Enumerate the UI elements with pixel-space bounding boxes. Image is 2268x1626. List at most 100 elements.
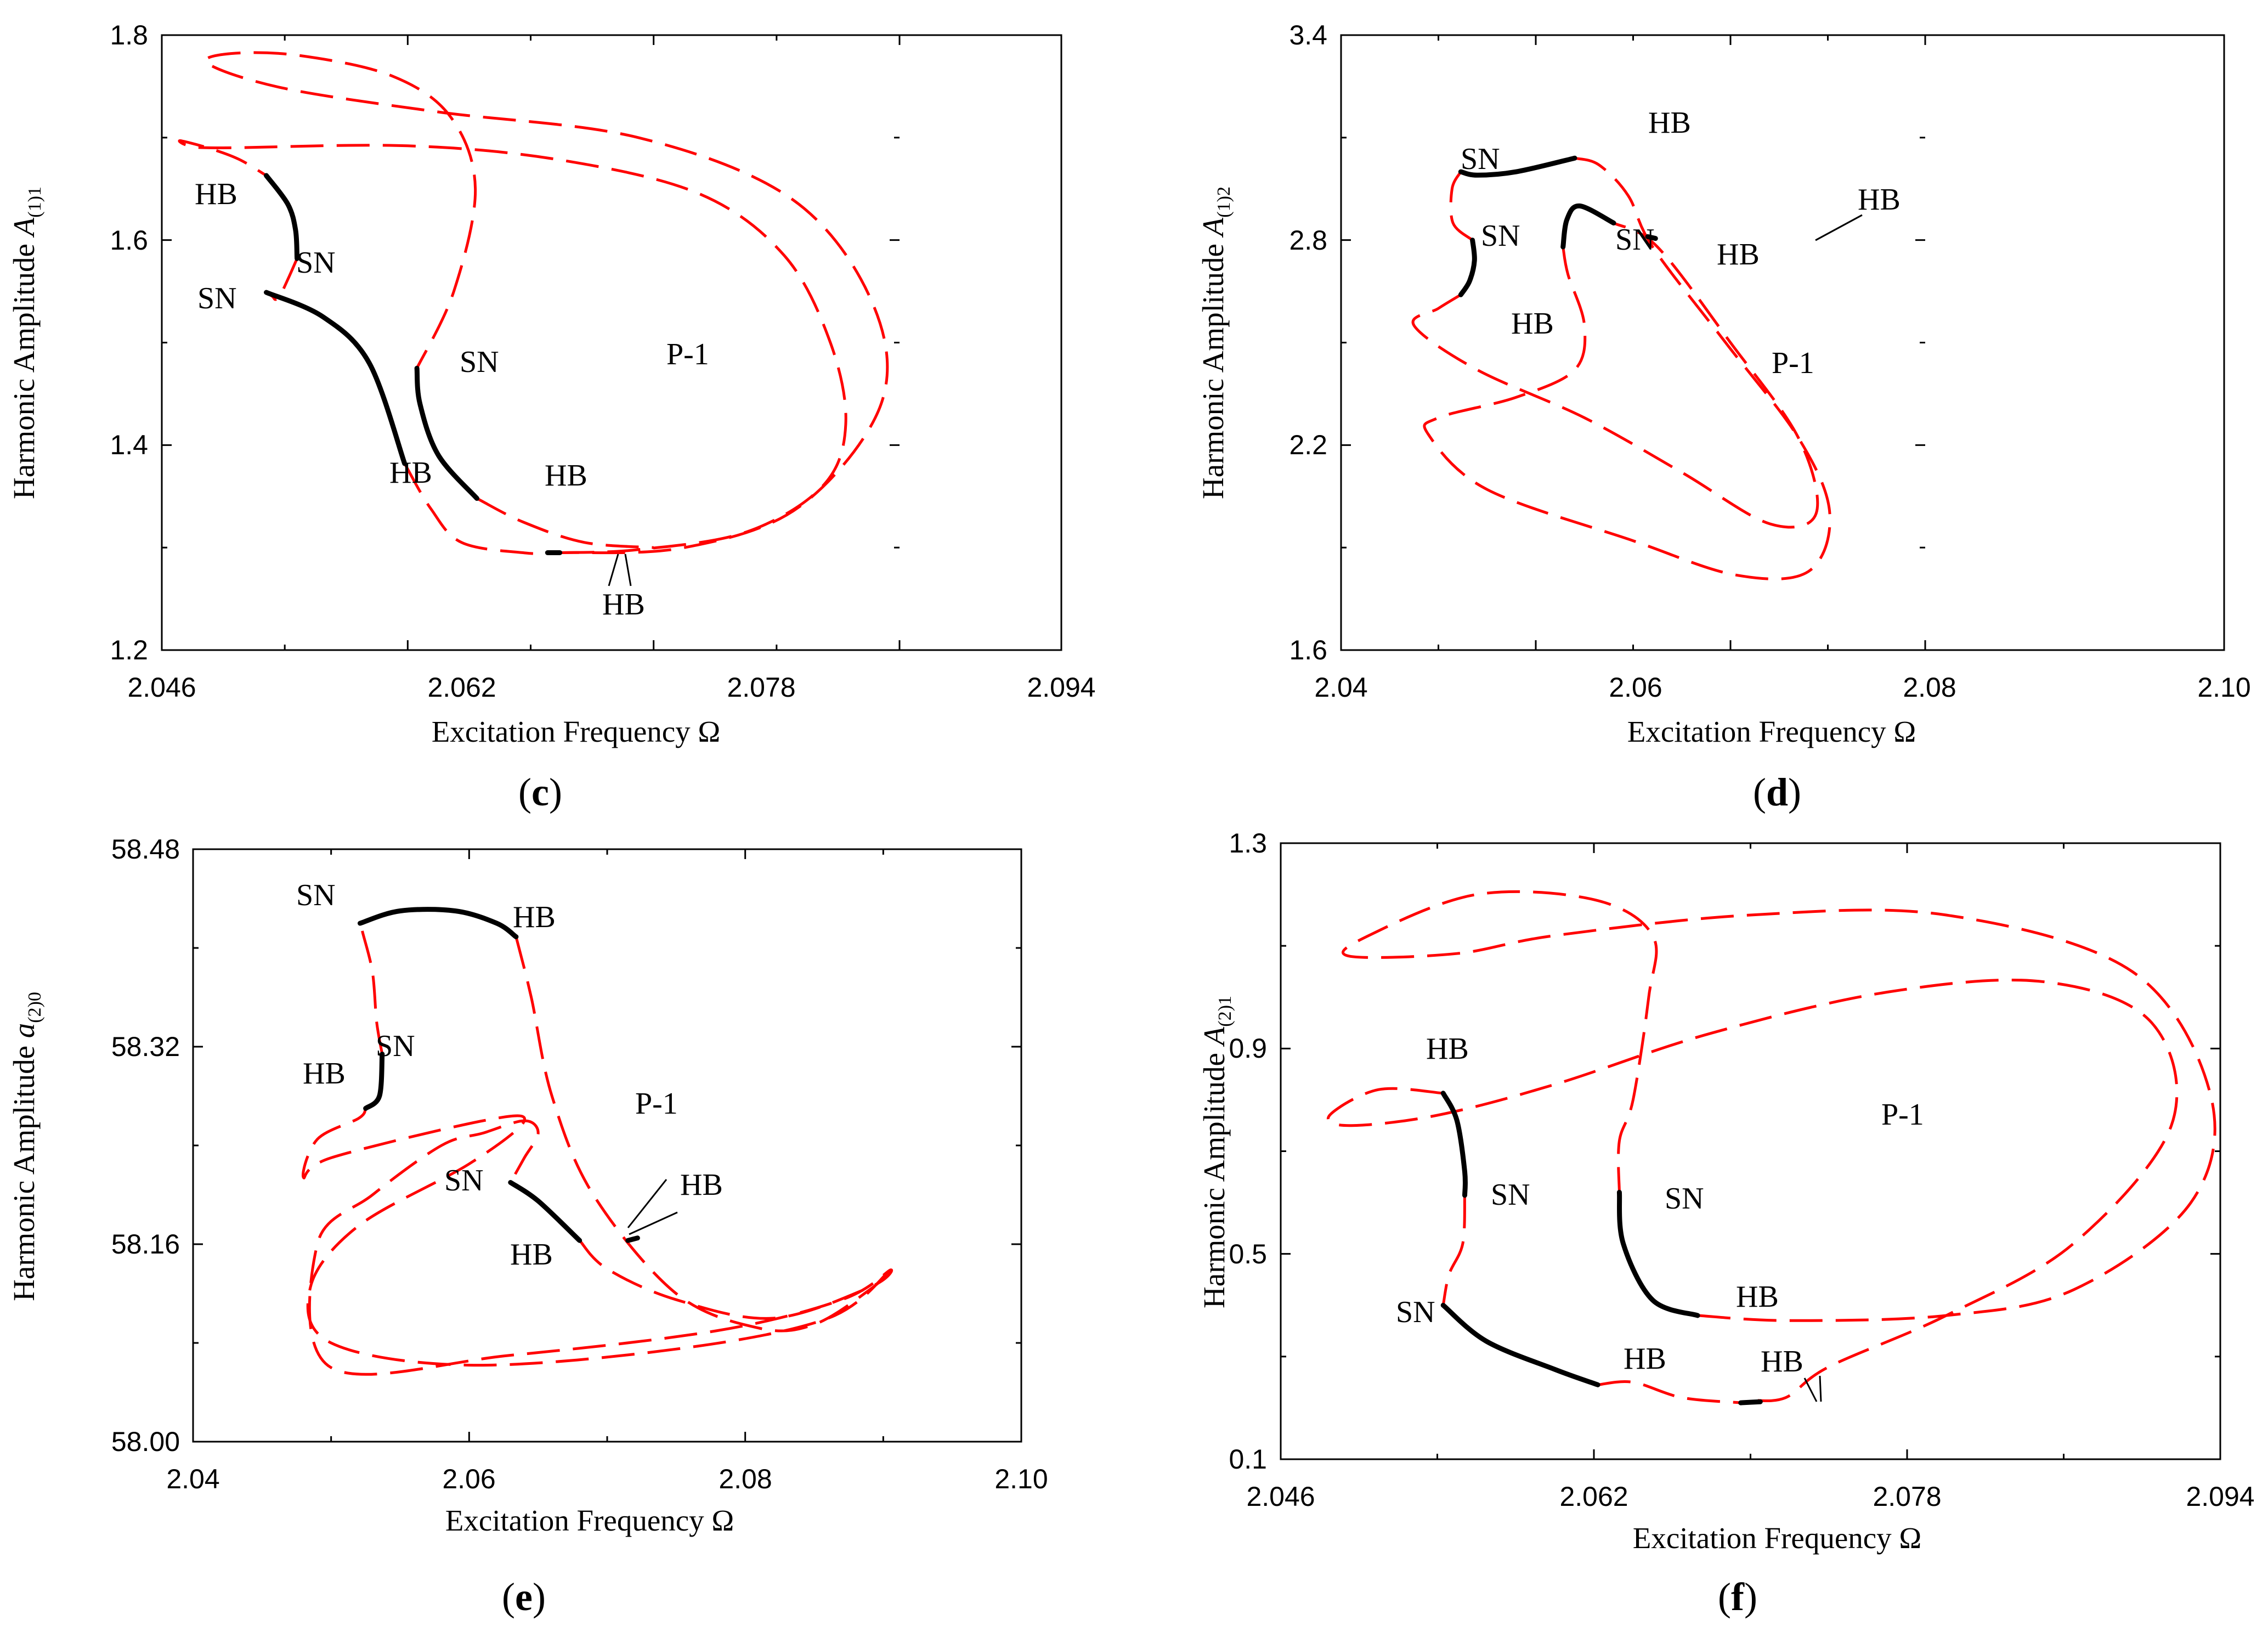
panel-caption-letter: f bbox=[1731, 1575, 1745, 1619]
y-tick-label: 3.4 bbox=[1289, 20, 1327, 50]
stable-branch bbox=[1560, 203, 1616, 250]
y-axis-title: Harmonic Amplitude A(2)1 bbox=[1197, 996, 1235, 1308]
stable-branch bbox=[1440, 1302, 1600, 1387]
bifurcation-label: HB bbox=[389, 456, 432, 490]
unstable-branch bbox=[308, 1119, 893, 1376]
y-axis-title-main: Harmonic Amplitude bbox=[1197, 1045, 1231, 1308]
x-tick-label: 2.08 bbox=[719, 1464, 772, 1494]
panel-caption-letter: e bbox=[515, 1575, 533, 1619]
bifurcation-label: SN bbox=[1461, 142, 1500, 176]
annotation-arrow bbox=[1803, 1377, 1818, 1402]
y-tick-label: 1.3 bbox=[1229, 828, 1267, 859]
annotation-arrow bbox=[629, 1211, 678, 1235]
axis-ticks bbox=[1280, 842, 2221, 1460]
x-axis-title: Excitation Frequency Ω bbox=[432, 715, 721, 748]
x-axis-title: Excitation Frequency Ω bbox=[1627, 715, 1916, 748]
x-axis-title: Excitation Frequency Ω bbox=[1633, 1521, 1922, 1555]
y-axis-title-var: A bbox=[1197, 1026, 1231, 1047]
panel-caption: (c) bbox=[518, 770, 562, 814]
unstable-branch bbox=[1423, 156, 1831, 580]
bifurcation-label: HB bbox=[680, 1168, 723, 1202]
curves bbox=[1326, 890, 2216, 1405]
y-axis-title-var: A bbox=[7, 217, 41, 238]
bifurcation-label: SN bbox=[1615, 223, 1655, 257]
unstable-branch bbox=[302, 936, 893, 1367]
bifurcation-label: HB bbox=[513, 900, 556, 934]
y-axis-title: Harmonic Amplitude A(1)2 bbox=[1196, 187, 1234, 499]
bifurcation-label: SN bbox=[1491, 1178, 1530, 1212]
y-tick-label: 58.16 bbox=[111, 1229, 180, 1260]
y-axis-title-sub: (1)2 bbox=[1214, 187, 1234, 218]
stable-branch bbox=[414, 365, 479, 501]
bifurcation-label: HB bbox=[1648, 106, 1691, 140]
bifurcation-label: HB bbox=[303, 1057, 346, 1091]
panel-caption: (e) bbox=[502, 1575, 546, 1619]
region-label: P-1 bbox=[1881, 1098, 1924, 1132]
y-axis-title-var: a bbox=[7, 1023, 41, 1038]
stable-branch bbox=[625, 1235, 640, 1243]
bifurcation-label: HB bbox=[1858, 183, 1901, 217]
curves bbox=[1411, 155, 1831, 580]
axis-ticks bbox=[161, 34, 901, 651]
y-axis-title-main: Harmonic Amplitude bbox=[1196, 236, 1230, 499]
y-tick-label: 1.6 bbox=[110, 225, 148, 256]
bifurcation-label: HB bbox=[1624, 1342, 1666, 1376]
y-axis-title-sub: (2)1 bbox=[1215, 996, 1235, 1027]
y-tick-label: 58.32 bbox=[111, 1031, 180, 1062]
panel-caption-letter: c bbox=[531, 770, 549, 814]
unstable-branch bbox=[178, 139, 847, 554]
annotation-arrow bbox=[627, 1179, 668, 1228]
unstable-branch bbox=[204, 51, 889, 555]
x-tick-label: 2.078 bbox=[727, 672, 795, 703]
panel-e: 58.00 58.16 58.32 58.48 2.04 2.06 2.08 2… bbox=[7, 834, 1048, 1619]
bifurcation-label: HB bbox=[195, 177, 237, 211]
x-tick-label: 2.06 bbox=[1609, 672, 1662, 703]
curves bbox=[178, 51, 889, 555]
x-tick-label: 2.04 bbox=[166, 1464, 219, 1494]
y-tick-label: 2.8 bbox=[1289, 225, 1327, 256]
y-tick-label: 1.4 bbox=[110, 430, 148, 460]
unstable-branch bbox=[1411, 222, 1819, 529]
bifurcation-label: SN bbox=[444, 1164, 484, 1198]
x-tick-label: 2.06 bbox=[442, 1464, 495, 1494]
x-tick-label: 2.062 bbox=[427, 672, 496, 703]
bifurcation-label: HB bbox=[1736, 1280, 1779, 1314]
x-axis-title: Excitation Frequency Ω bbox=[445, 1504, 734, 1537]
y-axis-title-main: Harmonic Amplitude bbox=[7, 236, 41, 499]
plot-frame bbox=[1340, 34, 2225, 651]
annotation-arrow bbox=[608, 554, 619, 586]
bifurcation-label: SN bbox=[1665, 1182, 1704, 1216]
stable-branch bbox=[358, 907, 519, 940]
y-tick-label: 1.2 bbox=[110, 635, 148, 665]
bifurcation-label: SN bbox=[376, 1029, 415, 1063]
x-tick-label: 2.094 bbox=[2186, 1481, 2254, 1512]
y-tick-label: 0.1 bbox=[1229, 1444, 1267, 1475]
bifurcation-label: HB bbox=[602, 588, 645, 622]
axis-ticks bbox=[1340, 34, 1926, 651]
stable-branch bbox=[363, 1052, 385, 1111]
x-tick-label: 2.04 bbox=[1314, 672, 1367, 703]
x-tick-label: 2.046 bbox=[1246, 1481, 1315, 1512]
plot-frame bbox=[161, 34, 1062, 651]
bifurcation-label: SN bbox=[296, 246, 336, 280]
bifurcation-label: SN bbox=[1396, 1295, 1435, 1329]
bifurcation-label: HB bbox=[1717, 238, 1760, 272]
curves bbox=[302, 907, 893, 1376]
y-tick-label: 0.5 bbox=[1229, 1239, 1267, 1269]
bifurcation-label: HB bbox=[1426, 1032, 1469, 1066]
panel-f: 0.1 0.5 0.9 1.3 2.046 2.062 2.078 2.094 … bbox=[1197, 828, 2255, 1619]
annotation-arrow bbox=[624, 554, 632, 586]
y-axis-title-sub: (1)1 bbox=[25, 187, 45, 218]
x-tick-label: 2.10 bbox=[994, 1464, 1048, 1494]
stable-branch bbox=[1458, 238, 1477, 297]
bifurcation-label: HB bbox=[1761, 1345, 1803, 1379]
bifurcation-label: SN bbox=[1481, 219, 1520, 253]
panel-caption-letter: d bbox=[1766, 770, 1788, 814]
y-tick-label: 1.8 bbox=[110, 20, 148, 50]
bifurcation-label: SN bbox=[296, 878, 336, 912]
unstable-branch bbox=[1326, 978, 2179, 1403]
unstable-branch bbox=[1597, 1380, 1741, 1404]
stable-branch bbox=[1645, 234, 1658, 241]
stable-branch bbox=[1738, 1399, 1763, 1405]
